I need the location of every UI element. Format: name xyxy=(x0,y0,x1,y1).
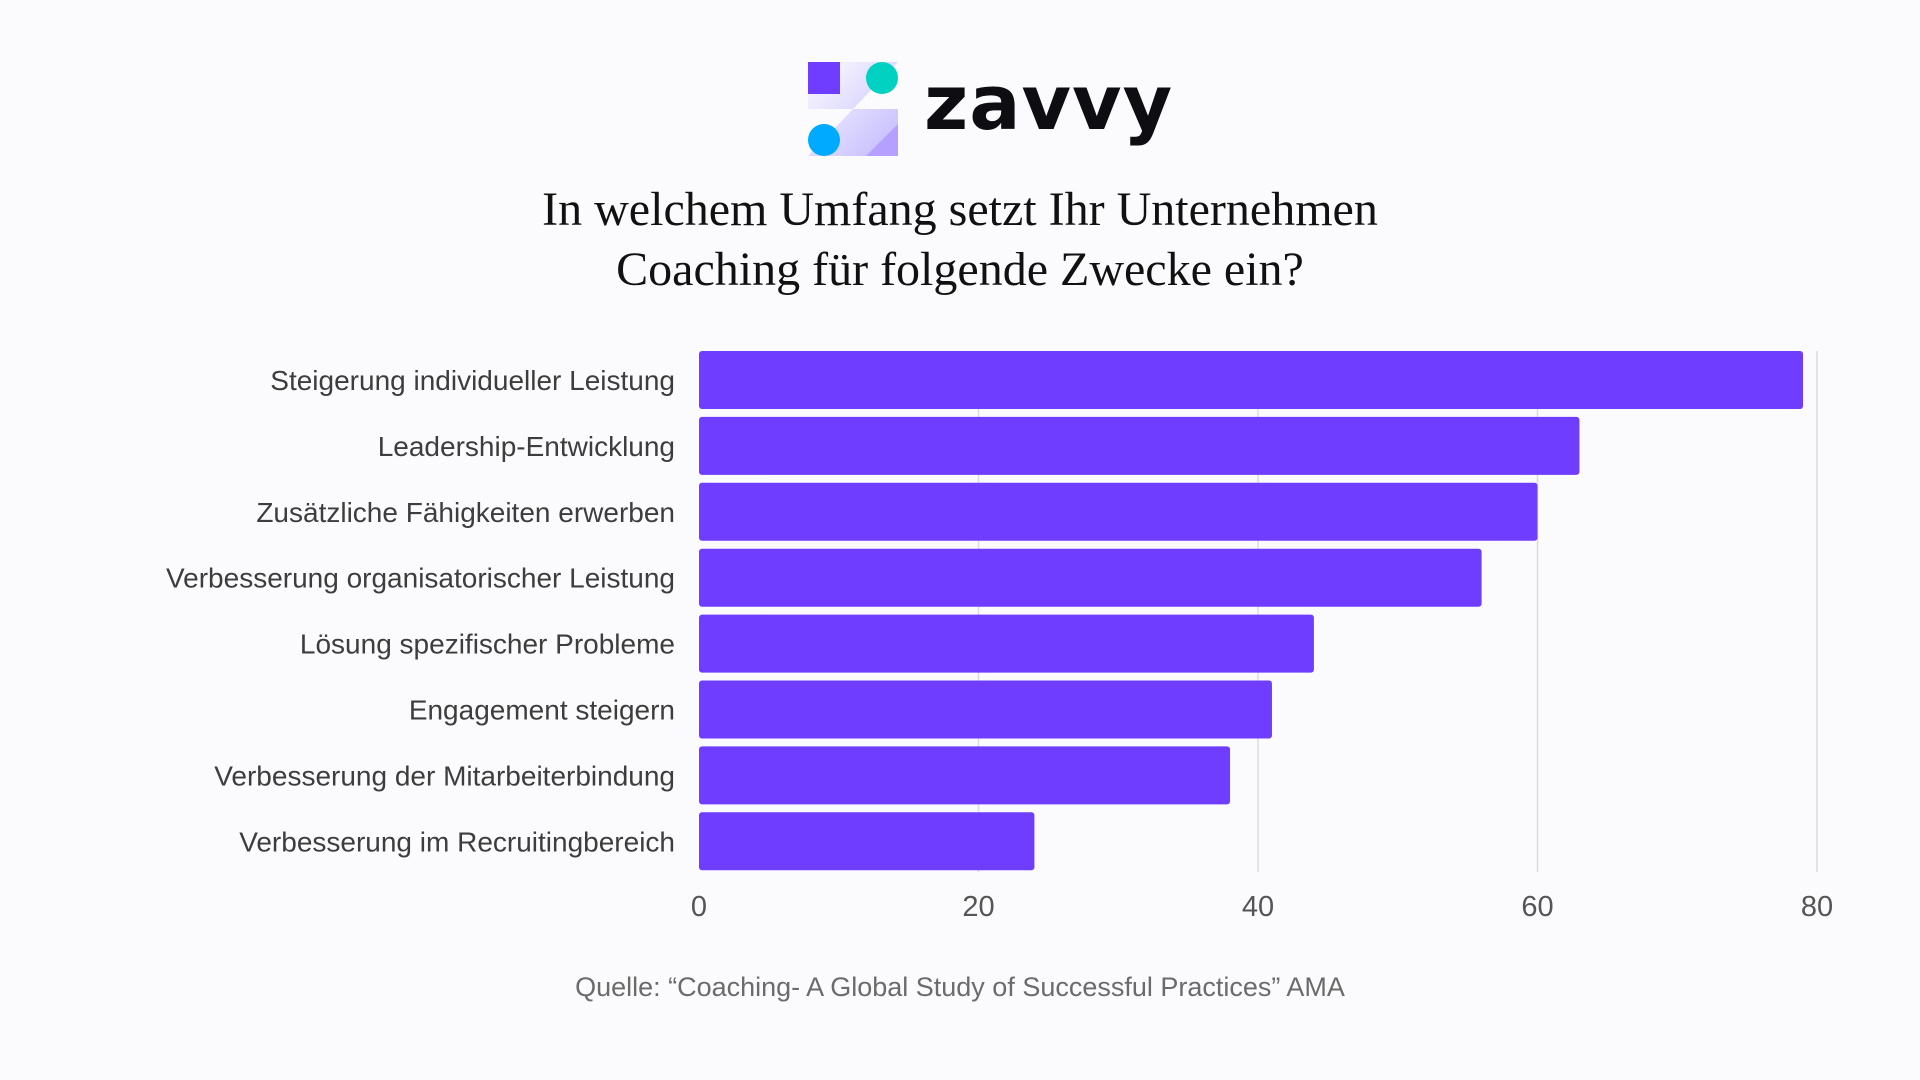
logo-teal-circle xyxy=(866,62,898,94)
bar xyxy=(699,482,1538,541)
logo-triangle xyxy=(866,124,898,156)
bar xyxy=(699,351,1804,409)
x-tick-label: 0 xyxy=(691,891,707,923)
title-line-1: In welchem Umfang setzt Ihr Unternehmen xyxy=(542,183,1378,236)
bar xyxy=(699,680,1272,739)
category-label: Verbesserung organisatorischer Leistung xyxy=(166,563,675,594)
zavvy-logo xyxy=(808,62,898,156)
bar xyxy=(699,812,1035,871)
bar xyxy=(699,416,1580,475)
logo-square xyxy=(808,62,840,94)
logo-blue-circle xyxy=(808,124,840,156)
category-label: Steigerung individueller Leistung xyxy=(270,365,675,396)
category-label: Engagement steigern xyxy=(409,695,675,726)
category-label: Lösung spezifischer Probleme xyxy=(300,629,675,660)
category-label: Verbesserung im Recruitingbereich xyxy=(239,826,675,857)
category-label: Zusätzliche Fähigkeiten erwerben xyxy=(256,497,675,528)
category-label: Leadership-Entwicklung xyxy=(378,431,675,462)
x-tick-label: 60 xyxy=(1521,891,1553,923)
bar xyxy=(699,548,1482,607)
x-tick-label: 20 xyxy=(962,891,994,923)
source-note: Quelle: “Coaching- A Global Study of Suc… xyxy=(575,972,1345,1002)
x-tick-label: 40 xyxy=(1242,891,1274,923)
bar xyxy=(699,746,1231,805)
brand-name: zavvy xyxy=(924,58,1174,147)
x-tick-label: 80 xyxy=(1801,891,1833,923)
category-label: Verbesserung der Mitarbeiterbindung xyxy=(214,760,675,791)
chart-title: In welchem Umfang setzt Ihr Unternehmen … xyxy=(0,180,1920,300)
bar xyxy=(699,614,1314,673)
title-line-2: Coaching für folgende Zwecke ein? xyxy=(616,243,1304,296)
